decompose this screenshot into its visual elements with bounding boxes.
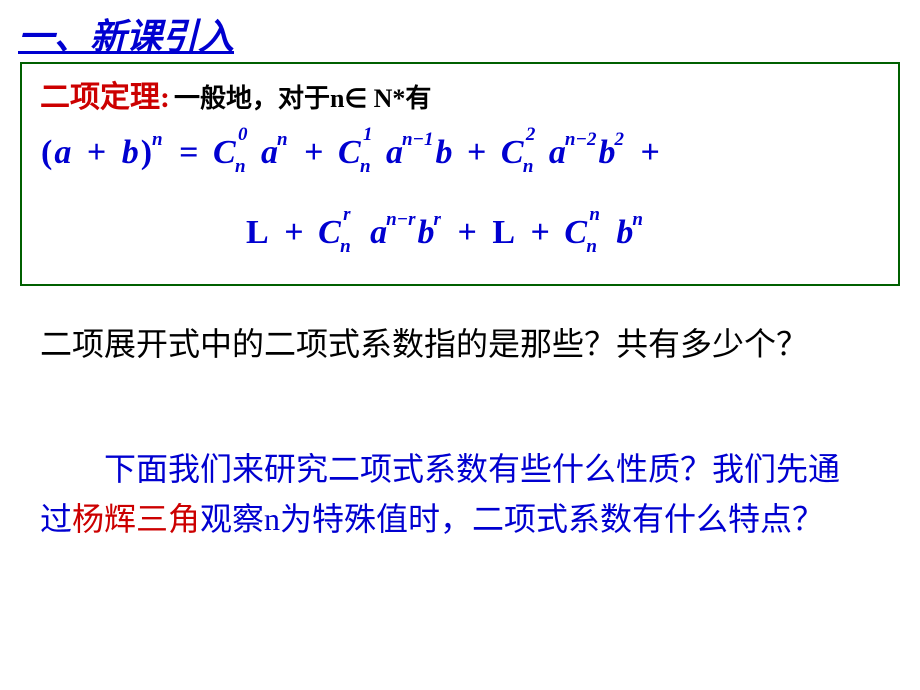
theorem-intro: 一般地，对于n∈ N*有 — [174, 84, 431, 113]
plus-4: + — [284, 214, 303, 251]
c-letter: C — [564, 214, 587, 251]
c-sub-n: n — [235, 156, 246, 178]
a0: a — [261, 134, 278, 171]
plus-3: + — [641, 134, 660, 171]
theorem-label: 二项定理: — [40, 81, 170, 114]
c-sub-n: n — [523, 156, 534, 178]
coef-c2: C 2 n — [501, 134, 549, 172]
c-sup-r: r — [343, 204, 350, 226]
theorem-heading-row: 二项定理: 一般地，对于n∈ N*有 — [40, 72, 880, 116]
coef-cr: C r n — [318, 214, 370, 252]
followup-paragraph: 下面我们来研究二项式系数有些什么性质？我们先通过杨辉三角观察n为特殊值时，二项式… — [40, 445, 870, 544]
plus-2: + — [467, 134, 486, 171]
bn-exp: n — [632, 209, 643, 230]
c-sub-n: n — [360, 156, 371, 178]
a0-exp: n — [277, 129, 288, 150]
b2: b — [599, 134, 616, 171]
ellipsis-1: L — [246, 214, 269, 252]
intro-suffix: 有 — [405, 84, 431, 113]
coef-cn: C n n — [564, 214, 616, 252]
followup-part2: 观察n为特殊值时，二项式系数有什么特点？ — [200, 501, 824, 537]
lparen: ( — [41, 134, 52, 172]
b1: b — [436, 134, 453, 171]
a2: a — [549, 134, 566, 171]
var-b: b — [122, 134, 139, 172]
coef-c1: C 1 n — [338, 134, 386, 172]
c-sup-1: 1 — [363, 124, 373, 146]
b2-exp: 2 — [615, 129, 625, 150]
br: b — [418, 214, 435, 251]
a1: a — [386, 134, 403, 171]
a2-exp: n−2 — [565, 129, 597, 150]
formula-line-1: (a + b)n = C 0 n an + C 1 n an−1b + C 2 … — [40, 134, 880, 214]
c-sub-n: n — [586, 236, 597, 258]
section-header: 一、新课引入 — [18, 8, 234, 60]
c-sup-2: 2 — [526, 124, 536, 146]
c-sub-n: n — [340, 236, 351, 258]
rparen: ) — [141, 134, 152, 172]
theorem-box: 二项定理: 一般地，对于n∈ N*有 (a + b)n = C 0 n an +… — [20, 62, 900, 286]
question-paragraph: 二项展开式中的二项式系数指的是那些？共有多少个？ — [40, 320, 870, 370]
exp-n: n — [152, 129, 163, 150]
var-a: a — [54, 134, 71, 172]
followup-highlight: 杨辉三角 — [72, 501, 200, 537]
plus-1: + — [304, 134, 323, 171]
plus-6: + — [531, 214, 550, 251]
set-n-star: N* — [374, 84, 406, 113]
bn: b — [616, 214, 633, 251]
c-sup-n: n — [589, 204, 600, 226]
a1-exp: n−1 — [402, 129, 434, 150]
intro-prefix: 一般地，对于n — [174, 84, 344, 113]
equals: = — [179, 134, 198, 171]
plus-lhs: + — [87, 134, 106, 172]
c-letter: C — [318, 214, 341, 251]
element-of-symbol: ∈ — [344, 84, 367, 113]
br-exp: r — [434, 209, 441, 230]
ar: a — [370, 214, 387, 251]
formula-line-2: L + C r n an−rbr + L + C n n bn — [245, 214, 880, 284]
ellipsis-2: L — [492, 214, 515, 252]
c-letter: C — [338, 134, 361, 171]
coef-c0: C 0 n — [213, 134, 261, 172]
c-sup-0: 0 — [238, 124, 248, 146]
c-letter: C — [501, 134, 524, 171]
ar-exp: n−r — [386, 209, 415, 230]
c-letter: C — [213, 134, 236, 171]
plus-5: + — [457, 214, 476, 251]
